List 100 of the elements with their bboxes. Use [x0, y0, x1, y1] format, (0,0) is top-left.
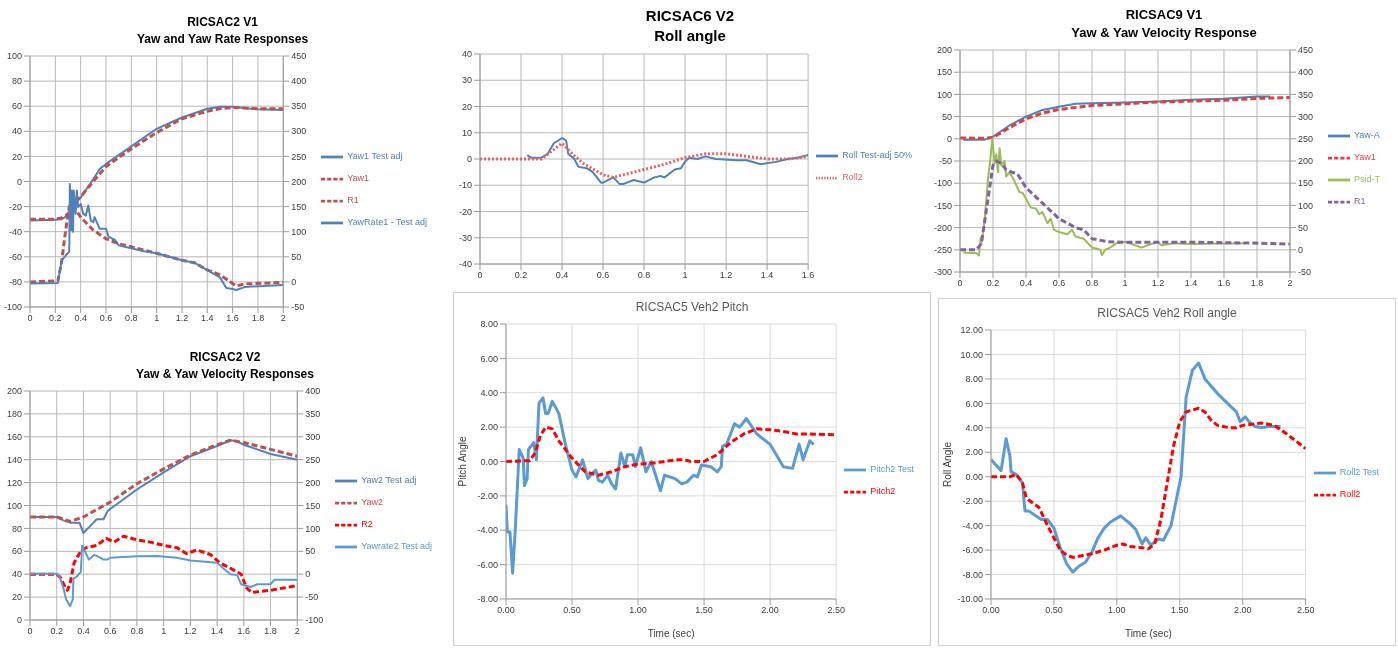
y-tick-label: -40 — [8, 226, 22, 237]
y-tick-label: 2.00 — [965, 447, 983, 458]
y-tick-label: -60 — [8, 252, 22, 262]
x-tick-label: 1.4 — [760, 270, 774, 281]
y2-tick-label: 50 — [1297, 222, 1308, 233]
legend-label: Pitch2 — [870, 485, 896, 496]
x-tick-label: 0.4 — [1019, 278, 1033, 289]
y2-tick-label: 250 — [305, 454, 321, 465]
chart-title: RICSAC2 V1 — [186, 14, 259, 31]
y-tick-label: -2.00 — [477, 491, 498, 502]
x-tick-label: 1.2 — [719, 270, 733, 281]
y-tick-label: 0 — [946, 133, 952, 144]
y2-tick-label: -50 — [305, 592, 319, 603]
y-tick-label: 100 — [6, 500, 22, 511]
x-tick-label: 1.4 — [1184, 278, 1198, 289]
line-series — [480, 141, 809, 179]
x-tick-label: 1.6 — [237, 626, 251, 637]
y-tick-label: 150 — [936, 67, 952, 78]
y-tick-label: 2.00 — [480, 422, 498, 433]
y2-tick-label: 100 — [1297, 200, 1314, 211]
y2-tick-label: 200 — [305, 477, 321, 488]
y2-tick-label: 350 — [291, 101, 307, 112]
line-series — [526, 137, 809, 185]
y2-tick-label: 200 — [1297, 156, 1314, 167]
x-tick-label: 2.00 — [761, 605, 779, 616]
y2-tick-label: 150 — [305, 500, 321, 511]
legend-label: Yaw2 — [361, 496, 384, 507]
x-tick-label: 1 — [682, 270, 688, 281]
legend-label: Psid-T — [1353, 174, 1380, 185]
y-tick-label: 180 — [6, 409, 22, 420]
y-tick-label: 4.00 — [480, 387, 498, 398]
y2-tick-label: 100 — [305, 523, 321, 534]
y-tick-label: -200 — [933, 222, 952, 233]
x-tick-label: 0.6 — [99, 313, 113, 324]
x-tick-label: 2 — [280, 313, 286, 324]
legend-label: Roll2 — [842, 172, 863, 183]
y-tick-label: 6.00 — [480, 353, 498, 364]
y2-tick-label: 400 — [291, 76, 307, 87]
line-series — [960, 159, 1290, 252]
x-tick-label: 1 — [1122, 278, 1128, 289]
y-axis-title: Pitch Angle — [456, 436, 468, 487]
y-tick-label: 60 — [11, 546, 22, 557]
y-tick-label: 20 — [11, 151, 22, 162]
x-tick-label: 1.00 — [629, 605, 647, 616]
x-tick-label: 0.6 — [596, 270, 610, 281]
x-tick-label: 0.6 — [103, 626, 117, 637]
y2-tick-label: 300 — [305, 431, 321, 442]
x-tick-label: 0.00 — [497, 605, 515, 616]
x-tick-label: 1 — [154, 313, 160, 324]
chart-title: RICSAC6 V2 — [644, 6, 736, 26]
y2-tick-label: 50 — [291, 252, 302, 262]
line-series — [30, 544, 298, 608]
y-tick-label: 40 — [11, 569, 22, 580]
y-tick-label: -10.00 — [957, 594, 983, 605]
x-tick-label: 1.50 — [1171, 605, 1189, 616]
y-tick-label: 0.00 — [965, 471, 983, 482]
x-tick-label: 0.8 — [130, 626, 144, 637]
x-tick-label: 1.6 — [226, 313, 239, 324]
x-tick-label: 1.00 — [1108, 605, 1126, 616]
x-tick-label: 1.4 — [201, 313, 214, 324]
x-tick-label: 0.50 — [563, 605, 581, 616]
chart-title: RICSAC5 Veh2 Roll angle — [1096, 305, 1238, 322]
y2-tick-label: -50 — [1297, 267, 1311, 278]
line-series — [962, 137, 1245, 257]
y2-tick-label: 200 — [291, 176, 307, 187]
x-tick-label: 1.2 — [1151, 278, 1165, 289]
y2-tick-label: 450 — [1297, 45, 1314, 56]
y-tick-label: 200 — [6, 386, 22, 397]
line-series — [506, 425, 837, 477]
x-tick-label: 1.6 — [1217, 278, 1231, 289]
y-tick-label: 10.00 — [960, 349, 983, 360]
y-axis-title: Roll Angle — [941, 441, 953, 488]
y2-tick-label: 350 — [1297, 89, 1314, 100]
x-tick-label: 0.8 — [125, 313, 138, 324]
legend-label: Roll2 — [1339, 488, 1361, 499]
legend-label: Roll Test-adj 50% — [842, 150, 912, 161]
legend-label: R1 — [1353, 196, 1366, 207]
y2-tick-label: 100 — [291, 226, 307, 237]
y-tick-label: -80 — [8, 277, 22, 288]
y-tick-label: 0 — [466, 154, 472, 165]
y-tick-label: -100 — [933, 178, 952, 189]
y2-tick-label: 150 — [291, 201, 307, 212]
y-tick-label: 50 — [941, 111, 952, 122]
x-tick-label: 0.2 — [986, 278, 1000, 289]
y-tick-label: 100 — [6, 51, 22, 62]
x-axis-title: Time (sec) — [647, 628, 695, 639]
y2-tick-label: 300 — [1297, 111, 1314, 122]
y-tick-label: 0 — [16, 176, 22, 187]
y-tick-label: 40 — [461, 49, 472, 60]
y-tick-label: 20 — [11, 592, 22, 603]
y2-tick-label: 0 — [1297, 245, 1303, 255]
chart-subtitle: Roll angle — [653, 26, 727, 46]
y-tick-label: 0.00 — [480, 456, 498, 467]
chart-title: RICSAC9 V1 — [1124, 6, 1204, 24]
legend-label: Yaw1 Test adj — [347, 150, 403, 161]
y2-tick-label: 250 — [291, 151, 307, 162]
y-tick-label: 10 — [461, 127, 472, 138]
y-tick-label: -8.00 — [962, 569, 983, 580]
x-tick-label: 2.50 — [1296, 605, 1315, 616]
y-tick-label: 40 — [11, 126, 22, 137]
